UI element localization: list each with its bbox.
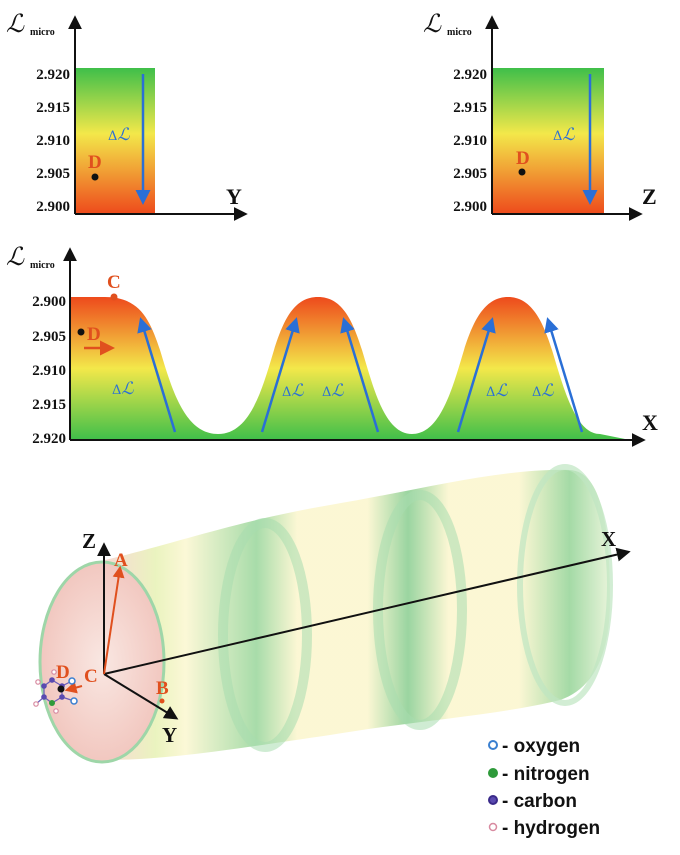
point-a-label: A bbox=[114, 550, 128, 571]
point-d-label: D bbox=[87, 324, 101, 345]
legend-label: - nitrogen bbox=[502, 764, 590, 785]
delta-arrow bbox=[456, 317, 496, 433]
panel-y: ℒ micro 2.920 2.915 2.910 2.905 2.900 Δℒ… bbox=[6, 9, 248, 221]
tick-label: 2.905 bbox=[32, 329, 66, 345]
tick-label: 2.920 bbox=[32, 431, 66, 447]
x-panel-axis-subscript: micro bbox=[30, 260, 55, 271]
point-c-marker bbox=[110, 293, 118, 301]
tick-label: 2.920 bbox=[36, 67, 70, 83]
delta-label: Δℒ bbox=[553, 125, 575, 145]
tick-label: 2.900 bbox=[453, 199, 487, 215]
delta-label: Δℒ bbox=[282, 381, 304, 401]
tick-label: 2.915 bbox=[32, 397, 66, 413]
axis-letter-x: X bbox=[642, 410, 658, 435]
point-d-marker bbox=[91, 173, 99, 181]
cylinder-front-disc bbox=[38, 560, 166, 764]
y-axis-subscript: micro bbox=[30, 27, 55, 38]
delta-label: Δℒ bbox=[322, 381, 344, 401]
vector-ca bbox=[103, 565, 125, 675]
point-c-label: C bbox=[107, 272, 121, 293]
point-d-marker bbox=[518, 168, 526, 176]
tick-label: 2.915 bbox=[36, 100, 70, 116]
legend-label: - carbon bbox=[502, 791, 577, 812]
delta-label: Δℒ bbox=[532, 381, 554, 401]
delta-arrow bbox=[260, 317, 300, 433]
z-axis-subscript: micro bbox=[447, 27, 472, 38]
potential-profile bbox=[70, 297, 630, 440]
point-d-label: D bbox=[516, 148, 530, 169]
legend-label: - hydrogen bbox=[502, 818, 600, 839]
gradient-block bbox=[492, 68, 604, 214]
carbon-swatch-icon bbox=[488, 795, 498, 805]
delta-arrow bbox=[137, 317, 177, 433]
tick-label: 2.905 bbox=[36, 166, 70, 182]
delta-label: Δℒ bbox=[108, 125, 130, 145]
axis-letter-y: Y bbox=[226, 184, 242, 209]
point-b-marker bbox=[159, 698, 165, 704]
tick-label: 2.900 bbox=[36, 199, 70, 215]
axis-letter-z: Z bbox=[642, 184, 657, 209]
tick-label: 2.905 bbox=[453, 166, 487, 182]
z-axis-symbol: ℒ bbox=[423, 9, 442, 38]
tick-label: 2.920 bbox=[453, 67, 487, 83]
tick-label: 2.910 bbox=[36, 133, 70, 149]
point-c-label-3d: C bbox=[84, 666, 98, 687]
axis-letter-z-3d: Z bbox=[82, 529, 96, 553]
tick-label: 2.900 bbox=[32, 294, 66, 310]
panel-z: ℒ micro 2.920 2.915 2.910 2.905 2.900 Δℒ… bbox=[423, 9, 657, 221]
point-d-label: D bbox=[88, 152, 102, 173]
y-axis-line-3d bbox=[103, 673, 179, 720]
axis-letter-y-3d: Y bbox=[162, 723, 177, 747]
delta-label: Δℒ bbox=[486, 381, 508, 401]
tick-label: 2.915 bbox=[453, 100, 487, 116]
cylinder-diagram: Z X Y A B C D bbox=[33, 464, 631, 764]
y-axis-symbol: ℒ bbox=[6, 9, 25, 38]
panel-x: ℒ micro 2.900 2.905 2.910 2.915 2.920 X … bbox=[6, 242, 658, 447]
nitrogen-swatch-icon bbox=[488, 768, 498, 778]
hydrogen-swatch-icon bbox=[488, 822, 498, 832]
x-axis-line-3d bbox=[103, 547, 631, 675]
molecule-icon bbox=[33, 669, 78, 714]
axis-letter-x-3d: X bbox=[601, 527, 616, 551]
cylinder-band bbox=[218, 518, 312, 752]
legend-label: - oxygen bbox=[502, 736, 580, 757]
point-d-label-3d: D bbox=[56, 662, 70, 683]
tick-label: 2.910 bbox=[32, 363, 66, 379]
point-d-marker bbox=[77, 328, 85, 336]
oxygen-swatch-icon bbox=[488, 740, 498, 750]
gradient-block bbox=[75, 68, 155, 214]
cylinder-end-ring bbox=[517, 464, 613, 706]
atom-legend: - oxygen - nitrogen - carbon - hydrogen bbox=[488, 736, 600, 839]
delta-label: Δℒ bbox=[112, 379, 134, 399]
delta-arrow bbox=[340, 317, 380, 433]
point-b-label: B bbox=[156, 678, 169, 699]
x-panel-axis-symbol: ℒ bbox=[6, 242, 25, 271]
d-direction-arrow-3d bbox=[64, 681, 83, 694]
tick-label: 2.910 bbox=[453, 133, 487, 149]
delta-arrow bbox=[544, 317, 584, 433]
